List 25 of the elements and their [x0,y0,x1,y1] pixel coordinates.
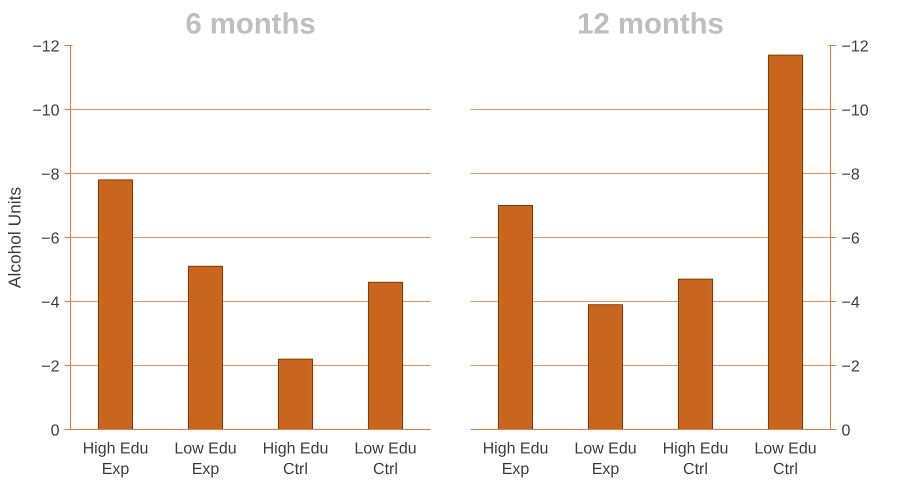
y-tick-label: −4 [41,294,60,312]
y2-tick-label: 0 [842,422,850,440]
y-tick-label: −8 [41,166,60,184]
chart-title: 6 months [185,8,316,40]
x-tick-label: Low Edu Exp [574,440,637,478]
x-tick-label: Low Edu Exp [174,440,237,478]
y2-tick-label: −6 [842,230,860,248]
y2-tick-label: −8 [842,166,860,184]
y2-tick-label: −4 [842,294,860,312]
x-tick-label: High Edu Ctrl [262,440,328,478]
y-tick-label: 0 [50,422,60,440]
x-tick-label: Low Edu Ctrl [354,440,417,478]
y-tick-label: −2 [41,358,60,376]
y-tick-label: −6 [41,230,60,248]
y2-tick-label: −12 [842,38,869,56]
y2-tick-label: −10 [842,102,869,120]
x-tick-label: Low Edu Ctrl [754,440,817,478]
x-tick-label: High Edu Exp [482,440,548,478]
x-tick-label: High Edu Ctrl [662,440,728,478]
y-axis-title: Alcohol Units [4,186,24,288]
chart-title: 12 months [577,8,724,40]
y-tick-label: −12 [32,38,60,56]
y-tick-label: −10 [32,102,60,120]
x-tick-label: High Edu Exp [82,440,148,478]
y2-tick-label: −2 [842,358,860,376]
